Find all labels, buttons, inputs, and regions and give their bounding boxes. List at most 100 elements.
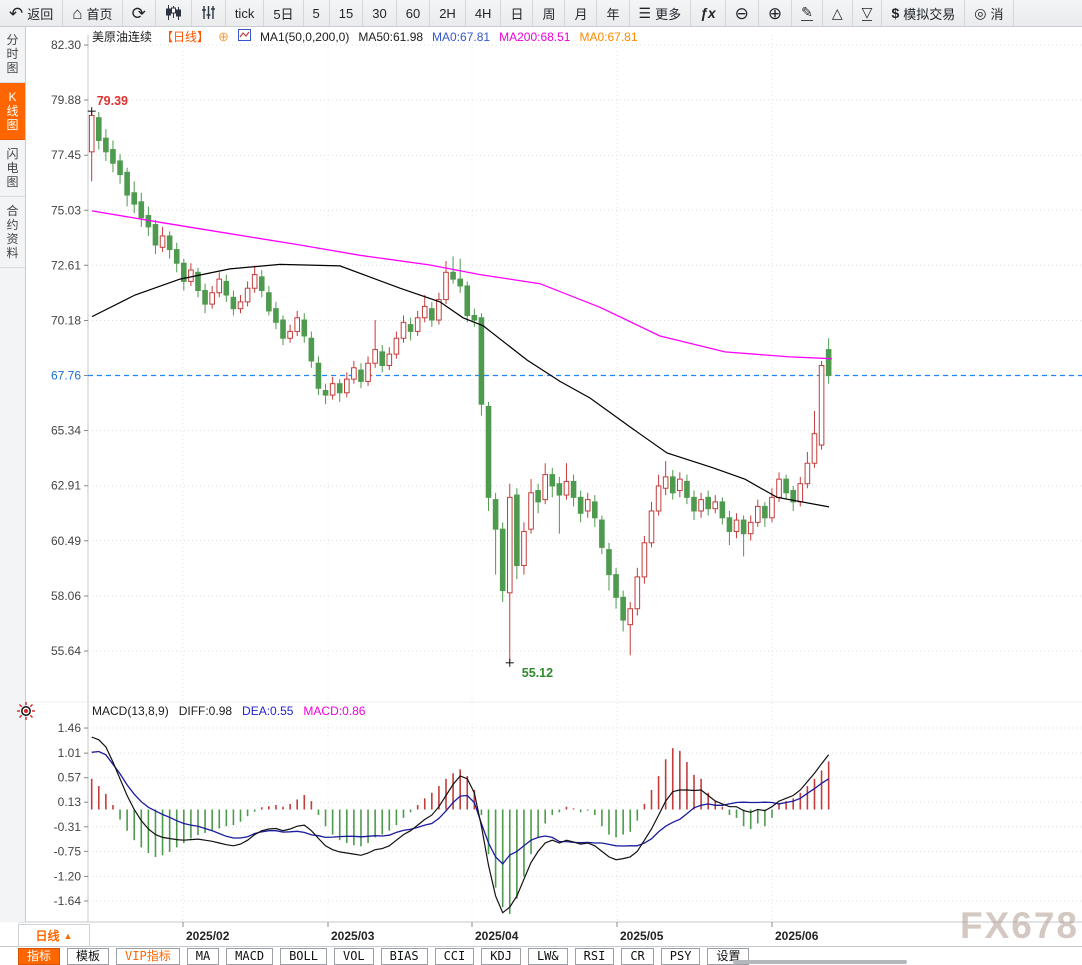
candle: [655, 474, 662, 516]
boll-tab[interactable]: BOLL: [280, 947, 327, 965]
line-chart-icon[interactable]: [237, 29, 251, 44]
candle: [648, 501, 655, 548]
period-4h-button[interactable]: 4H: [466, 0, 502, 26]
svg-text:55.64: 55.64: [51, 644, 81, 658]
candle: [166, 231, 173, 259]
candle: [195, 267, 201, 298]
news-button[interactable]: ◎ 消: [965, 0, 1014, 26]
tick-button[interactable]: tick: [226, 0, 265, 26]
tab-lightning-chart[interactable]: 闪 电 图: [0, 140, 25, 197]
tab-time-chart[interactable]: 分 时 图: [0, 26, 25, 83]
period-month-button-label: 月: [574, 6, 588, 22]
zoom-in-button[interactable]: ⊕: [759, 0, 793, 26]
candle: [308, 331, 315, 368]
candle: [301, 313, 308, 343]
candle: [436, 292, 442, 325]
indicator-flash-icon[interactable]: [16, 701, 36, 726]
period-month-button[interactable]: 月: [565, 0, 598, 26]
period-week-button[interactable]: 周: [533, 0, 566, 26]
bias-tab[interactable]: BIAS: [380, 947, 428, 965]
period-60min-button[interactable]: 60: [397, 0, 431, 26]
candle: [627, 601, 634, 656]
macd-dea-line: [91, 750, 829, 865]
svg-text:2025/05: 2025/05: [620, 929, 664, 943]
macd-tab[interactable]: MACD: [226, 947, 274, 965]
candle: [471, 308, 478, 327]
dollar-icon: $: [891, 5, 900, 21]
svg-text:79.39: 79.39: [97, 94, 128, 108]
volume-view-button[interactable]: [192, 0, 226, 26]
candle: [266, 285, 272, 316]
svg-text:75.03: 75.03: [51, 203, 81, 217]
candle: [138, 192, 145, 227]
indicator-bar: 指标 模板 VIP指标 MA MACD BOLL VOL BIAS CCI KDJ LW& RSI CR…: [0, 946, 1082, 965]
demo-trade-button[interactable]: $ 模拟交易: [882, 0, 966, 26]
horizontal-scrollbar[interactable]: [733, 960, 907, 964]
ma-tab[interactable]: MA: [186, 947, 220, 965]
refresh-button[interactable]: ⟳: [123, 0, 156, 26]
period-2h-button-label: 2H: [439, 5, 456, 21]
candle: [152, 220, 159, 255]
candle: [244, 281, 251, 307]
menu-icon: ☰: [638, 5, 652, 21]
period-5min-button[interactable]: 5: [304, 0, 330, 26]
macd-title: MACD(13,8,9): [92, 704, 169, 718]
cr-tab[interactable]: CR: [621, 947, 654, 965]
candle: [429, 301, 435, 327]
candle: [343, 372, 350, 398]
triangle-up-button[interactable]: △: [823, 0, 853, 26]
svg-text:2025/06: 2025/06: [775, 929, 819, 943]
candle: [173, 242, 180, 273]
home-button[interactable]: ⌂ 首页: [63, 0, 123, 26]
candle: [230, 290, 237, 316]
candle: [613, 567, 619, 609]
period-60min-button-label: 60: [405, 5, 421, 21]
candle: [117, 154, 123, 184]
fx-indicator-button[interactable]: ƒx: [691, 0, 726, 26]
kdj-tab[interactable]: KDJ: [481, 947, 521, 965]
period-selector[interactable]: 日线 ▲: [18, 924, 90, 947]
psy-tab[interactable]: PSY: [660, 947, 701, 965]
period-15min-button[interactable]: 15: [330, 0, 364, 26]
draw-button[interactable]: ✎: [792, 0, 823, 26]
cci-tab[interactable]: CCI: [434, 947, 475, 965]
period-year-button[interactable]: 年: [597, 0, 630, 26]
period-selector-label: 日线: [35, 929, 60, 943]
chevron-up-icon: ▲: [63, 930, 73, 941]
lwr-tab[interactable]: LW&: [527, 947, 568, 965]
svg-text:58.06: 58.06: [51, 589, 81, 603]
more-button[interactable]: ☰ 更多: [630, 0, 692, 26]
kline-icon: [165, 4, 182, 22]
indicator-tab[interactable]: 指标: [18, 947, 61, 965]
tab-kline-chart[interactable]: K 线 图: [0, 83, 25, 140]
candle: [336, 379, 343, 402]
period-30min-button[interactable]: 30: [363, 0, 397, 26]
period-day-button[interactable]: 日: [501, 0, 534, 26]
candle: [528, 479, 534, 534]
zoom-out-button[interactable]: ⊖: [726, 0, 759, 26]
candle: [662, 460, 669, 496]
back-button[interactable]: ↶ 返回: [0, 0, 64, 26]
candle: [599, 515, 605, 555]
candle: [280, 315, 286, 346]
candle: [407, 317, 414, 341]
svg-text:67.76: 67.76: [51, 369, 81, 383]
triangle-down-button[interactable]: ▽: [853, 0, 883, 26]
period-5day-button[interactable]: 5日: [264, 0, 304, 26]
vol-tab[interactable]: VOL: [333, 947, 374, 965]
candle: [705, 490, 711, 516]
candle: [606, 542, 612, 591]
zoom-in-icon: ⊕: [767, 3, 783, 23]
kline-view-button[interactable]: [156, 0, 192, 26]
candle: [88, 111, 95, 182]
period-year-button-label: 年: [606, 6, 620, 22]
candle: [273, 301, 279, 330]
tab-contract-info[interactable]: 合 约 资 料: [0, 197, 25, 268]
period-2h-button[interactable]: 2H: [430, 0, 466, 26]
vip-indicator-tab[interactable]: VIP指标: [116, 947, 180, 965]
period-30min-button-label: 30: [372, 5, 387, 21]
rsi-tab[interactable]: RSI: [574, 947, 615, 965]
template-tab[interactable]: 模板: [67, 947, 110, 965]
add-indicator-icon[interactable]: ⊕: [218, 28, 229, 44]
candle: [556, 476, 563, 534]
